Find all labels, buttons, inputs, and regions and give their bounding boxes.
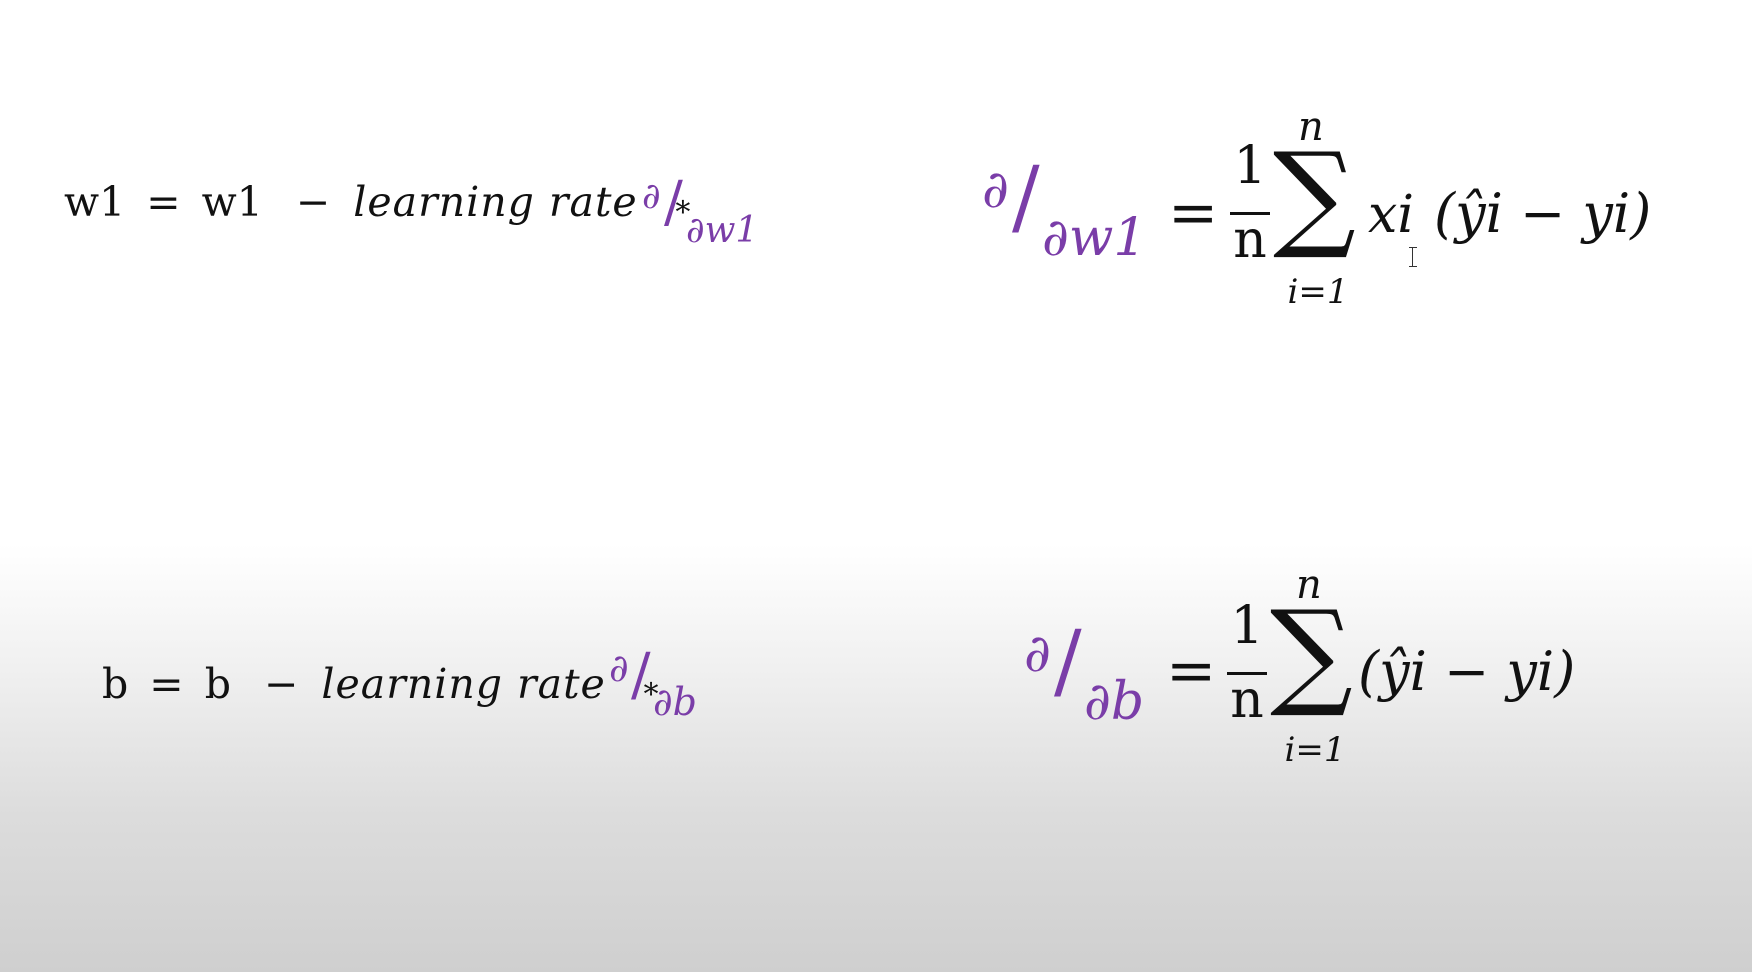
update-w1-var: w1 <box>201 178 263 226</box>
update-b-partial-num: ∂ <box>609 646 629 690</box>
grad-b-paren-expr: (ŷi − yi) <box>1358 640 1576 703</box>
grad-w1-frac-bar <box>1230 212 1270 215</box>
update-w1-lhs: w1 <box>64 178 126 226</box>
update-rule-b: b = b − learning rate ∗ <box>102 660 669 708</box>
update-b-partial: ∂ / ∂b <box>607 640 707 726</box>
grad-w1-partial-num: ∂ <box>982 160 1009 220</box>
update-b-learning-rate: learning rate <box>321 660 606 708</box>
grad-w1-fraction: 1 n <box>1230 140 1270 266</box>
grad-w1-frac-num: 1 <box>1233 136 1267 196</box>
update-b-minus: − <box>264 660 299 708</box>
grad-b-partial-den: ∂b <box>1084 672 1145 732</box>
grad-b-equals: = <box>1166 636 1217 706</box>
update-b-equals: = <box>149 660 184 708</box>
grad-w1-frac-den: n <box>1233 210 1267 270</box>
update-w1-partial-num: ∂ <box>642 176 661 217</box>
update-w1-partial-slash: / <box>664 170 683 235</box>
text-cursor-icon <box>1409 247 1417 267</box>
update-b-lhs: b <box>102 660 129 708</box>
grad-w1-paren-expr: (ŷi − yi) <box>1434 182 1652 245</box>
grad-b-partial-num: ∂ <box>1024 624 1051 684</box>
grad-b-frac-num: 1 <box>1230 596 1264 656</box>
grad-w1-upper: n <box>1298 104 1324 150</box>
update-b-partial-den: ∂b <box>653 680 697 724</box>
update-w1-learning-rate: learning rate <box>353 178 638 226</box>
grad-b-sigma: ∑ <box>1270 586 1353 721</box>
grad-b-lower: i=1 <box>1284 730 1346 770</box>
update-rule-w1: w1 = w1 − learning rate ∗ <box>64 178 701 226</box>
grad-b-frac-den: n <box>1230 670 1264 730</box>
grad-b-fraction: 1 n <box>1227 600 1267 726</box>
grad-b-frac-bar <box>1227 672 1267 675</box>
update-w1-times: ∗ <box>672 189 694 224</box>
update-w1-partial: ∂ / ∂w1 <box>640 170 770 256</box>
grad-w1-partial-den: ∂w1 <box>1042 208 1147 268</box>
update-b-times: ∗ <box>640 671 662 706</box>
grad-w1-partial: ∂ / ∂w1 <box>980 150 1160 270</box>
grad-b-upper: n <box>1296 562 1322 608</box>
update-b-var: b <box>204 660 231 708</box>
grad-w1-sigma: ∑ <box>1273 128 1356 263</box>
update-w1-partial-den: ∂w1 <box>686 210 759 251</box>
grad-w1-lower: i=1 <box>1287 272 1349 312</box>
grad-w1-partial-slash: / <box>1012 150 1040 245</box>
grad-w1-equals: = <box>1168 178 1219 248</box>
update-w1-equals: = <box>146 178 181 226</box>
update-b-partial-slash: / <box>631 640 651 708</box>
grad-w1-x-term: xi <box>1368 185 1414 245</box>
grad-b-partial: ∂ / ∂b <box>1022 614 1162 734</box>
update-w1-minus: − <box>295 178 331 226</box>
grad-b-partial-slash: / <box>1054 614 1082 709</box>
